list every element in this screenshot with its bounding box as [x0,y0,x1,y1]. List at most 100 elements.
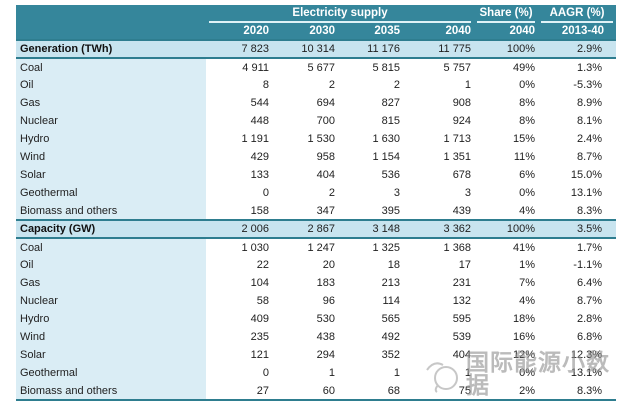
cell-2030: 700 [272,112,338,130]
cell-2030: 1 [272,364,338,382]
cell-aagr: 1.3% [538,58,617,76]
table-row-gas: Gas 104 183 213 231 7% 6.4% [16,274,617,292]
row-label: Nuclear [16,292,206,310]
table-row-biomass: Biomass and others 158 347 395 439 4% 8.… [16,202,617,220]
header-aagr-period: 2013-40 [538,23,617,40]
table-row-nuclear: Nuclear 448 700 815 924 8% 8.1% [16,112,617,130]
cell-share: 41% [474,238,539,256]
section-title: Generation (TWh) [16,39,206,59]
cell-2020: 1 030 [206,238,272,256]
cell-aagr: 2.4% [538,130,617,148]
cell-2020: 409 [206,310,272,328]
section-row-generation: Generation (TWh) 7 823 10 314 11 176 11 … [16,39,617,59]
cell-2020: 121 [206,346,272,364]
cell-2035: 492 [338,328,403,346]
cell-2040: 539 [403,328,475,346]
cell-aagr: 8.7% [538,148,617,166]
cell-2035: 18 [338,256,403,274]
cell-2020: 8 [206,76,272,94]
cell-2035: 565 [338,310,403,328]
cell-2020: 0 [206,184,272,202]
cell-2040: 404 [403,346,475,364]
cell-2020: 22 [206,256,272,274]
cell-share: 0% [474,184,539,202]
row-label: Oil [16,256,206,274]
cell-2030: 404 [272,166,338,184]
table-row-hydro: Hydro 409 530 565 595 18% 2.8% [16,310,617,328]
cell-2030: 694 [272,94,338,112]
row-label: Solar [16,166,206,184]
table-row-biomass: Biomass and others 27 60 68 75 2% 8.3% [16,382,617,400]
cell-2020: 27 [206,382,272,400]
cell-2020: 235 [206,328,272,346]
header-group-label: Electricity supply [209,5,472,23]
cell-2035: 1 [338,364,403,382]
cell-2035: 213 [338,274,403,292]
cell-2040: 5 757 [403,58,475,76]
cell-aagr: -1.1% [538,256,617,274]
cell-share: 49% [474,58,539,76]
cell-2035: 114 [338,292,403,310]
header-year-2040: 2040 [403,23,475,40]
cell-share: 8% [474,112,539,130]
section-total-2035: 3 148 [338,219,403,239]
cell-share: 8% [474,94,539,112]
cell-2040: 1 [403,364,475,382]
cell-share: 16% [474,328,539,346]
row-label: Gas [16,274,206,292]
cell-2040: 17 [403,256,475,274]
cell-aagr: 2.8% [538,310,617,328]
cell-2035: 3 [338,184,403,202]
table-row-wind: Wind 235 438 492 539 16% 6.8% [16,328,617,346]
cell-2040: 678 [403,166,475,184]
cell-2035: 5 815 [338,58,403,76]
cell-2040: 595 [403,310,475,328]
cell-2030: 2 [272,76,338,94]
row-label: Biomass and others [16,202,206,220]
cell-aagr: 8.1% [538,112,617,130]
table-row-oil: Oil 8 2 2 1 0% -5.3% [16,76,617,94]
header-year-2030: 2030 [272,23,338,40]
section-total-2035: 11 176 [338,39,403,59]
cell-share: 4% [474,202,539,220]
cell-share: 4% [474,292,539,310]
table-row-wind: Wind 429 958 1 154 1 351 11% 8.7% [16,148,617,166]
row-label: Biomass and others [16,382,206,400]
cell-2030: 1 247 [272,238,338,256]
header-aagr-label: AAGR (%) [541,5,614,23]
cell-2030: 347 [272,202,338,220]
header-group-share: Share (%) [474,5,539,23]
row-label: Wind [16,148,206,166]
header-year-2035: 2035 [338,23,403,40]
cell-share: 0% [474,364,539,382]
cell-2040: 908 [403,94,475,112]
cell-2035: 1 154 [338,148,403,166]
table-row-coal: Coal 4 911 5 677 5 815 5 757 49% 1.3% [16,58,617,76]
cell-2020: 1 191 [206,130,272,148]
cell-2030: 1 530 [272,130,338,148]
cell-2030: 96 [272,292,338,310]
section-total-2030: 10 314 [272,39,338,59]
cell-aagr: 8.3% [538,202,617,220]
cell-2040: 132 [403,292,475,310]
cell-2035: 815 [338,112,403,130]
cell-2030: 60 [272,382,338,400]
cell-2030: 438 [272,328,338,346]
cell-2040: 231 [403,274,475,292]
section-total-2040: 11 775 [403,39,475,59]
table-row-geothermal: Geothermal 0 2 3 3 0% 13.1% [16,184,617,202]
cell-2040: 439 [403,202,475,220]
cell-2030: 5 677 [272,58,338,76]
row-label: Gas [16,94,206,112]
section-total-2030: 2 867 [272,219,338,239]
header-group-row: Electricity supply Share (%) AAGR (%) [16,5,617,23]
row-label: Geothermal [16,364,206,382]
cell-2030: 958 [272,148,338,166]
header-share-year: 2040 [474,23,539,40]
cell-share: 7% [474,274,539,292]
row-label: Coal [16,238,206,256]
table-row-nuclear: Nuclear 58 96 114 132 4% 8.7% [16,292,617,310]
cell-2040: 75 [403,382,475,400]
cell-2035: 1 325 [338,238,403,256]
cell-2030: 2 [272,184,338,202]
